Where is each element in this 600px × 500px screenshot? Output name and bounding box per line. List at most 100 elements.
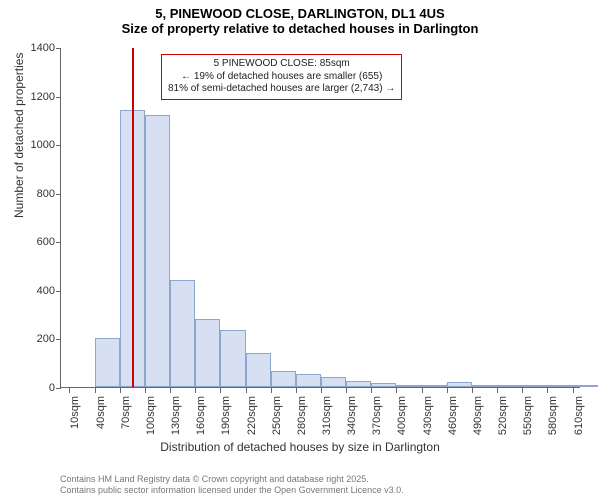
x-tick-label: 340sqm [346, 396, 358, 435]
x-tick-mark [95, 388, 96, 393]
x-tick-label: 190sqm [220, 396, 232, 435]
x-tick-label: 460sqm [447, 396, 459, 435]
x-tick-label: 610sqm [573, 396, 585, 435]
info-box-line: ← 19% of detached houses are smaller (65… [168, 71, 395, 84]
x-tick: 130sqm [170, 388, 171, 393]
footer: Contains HM Land Registry data © Crown c… [60, 474, 404, 496]
x-tick: 430sqm [422, 388, 423, 393]
x-tick-mark [170, 388, 171, 393]
reference-marker-line [132, 48, 134, 387]
histogram-bar [371, 383, 396, 387]
x-tick-mark [145, 388, 146, 393]
x-tick-label: 40sqm [95, 396, 107, 429]
info-box-line: 81% of semi-detached houses are larger (… [168, 83, 395, 96]
x-tick-label: 370sqm [371, 396, 383, 435]
x-tick: 310sqm [321, 388, 322, 393]
x-tick-mark [120, 388, 121, 393]
x-tick-mark [522, 388, 523, 393]
footer-line-1: Contains HM Land Registry data © Crown c… [60, 474, 404, 485]
x-tick-mark [271, 388, 272, 393]
x-tick: 370sqm [371, 388, 372, 393]
histogram-bar [95, 338, 120, 387]
x-tick: 460sqm [447, 388, 448, 393]
y-axis-label: Number of detached properties [12, 53, 26, 218]
title-line-2: Size of property relative to detached ho… [0, 21, 600, 40]
histogram-bar [547, 385, 572, 387]
x-tick-label: 10sqm [69, 396, 81, 429]
x-tick-label: 280sqm [296, 396, 308, 435]
x-tick-label: 70sqm [120, 396, 132, 429]
x-tick: 250sqm [271, 388, 272, 393]
x-tick-mark [246, 388, 247, 393]
histogram-bar [170, 280, 195, 387]
x-tick: 100sqm [145, 388, 146, 393]
x-tick: 400sqm [396, 388, 397, 393]
x-tick: 160sqm [195, 388, 196, 393]
histogram-bar [522, 385, 547, 387]
x-tick: 610sqm [573, 388, 574, 393]
histogram-bar [396, 385, 421, 387]
x-tick: 190sqm [220, 388, 221, 393]
x-axis-label: Distribution of detached houses by size … [0, 440, 600, 454]
x-tick-label: 580sqm [547, 396, 559, 435]
x-tick-mark [371, 388, 372, 393]
x-tick: 340sqm [346, 388, 347, 393]
x-tick-label: 130sqm [170, 396, 182, 435]
x-tick-label: 490sqm [472, 396, 484, 435]
histogram-bar [220, 330, 245, 387]
histogram-bar [296, 374, 321, 387]
histogram-bar [271, 371, 296, 387]
y-tick-mark [56, 97, 61, 98]
chart-container: 5, PINEWOOD CLOSE, DARLINGTON, DL1 4US S… [0, 0, 600, 500]
plot: 020040060080010001200140010sqm40sqm70sqm… [60, 48, 580, 388]
x-tick: 550sqm [522, 388, 523, 393]
info-box-line: 5 PINEWOOD CLOSE: 85sqm [168, 58, 395, 71]
x-tick-label: 160sqm [195, 396, 207, 435]
x-tick: 40sqm [95, 388, 96, 393]
plot-area: 020040060080010001200140010sqm40sqm70sqm… [60, 48, 580, 388]
x-tick: 220sqm [246, 388, 247, 393]
y-tick-mark [56, 242, 61, 243]
x-tick-mark [547, 388, 548, 393]
x-tick-mark [69, 388, 70, 393]
histogram-bar [472, 385, 497, 387]
x-tick-mark [296, 388, 297, 393]
x-tick-mark [472, 388, 473, 393]
y-tick-mark [56, 291, 61, 292]
x-tick-mark [573, 388, 574, 393]
x-tick-mark [321, 388, 322, 393]
x-tick-mark [447, 388, 448, 393]
histogram-bar [346, 381, 371, 387]
x-tick: 580sqm [547, 388, 548, 393]
histogram-bar [246, 353, 271, 387]
footer-line-2: Contains public sector information licen… [60, 485, 404, 496]
x-tick-label: 100sqm [145, 396, 157, 435]
x-tick-label: 220sqm [246, 396, 258, 435]
title-line-1: 5, PINEWOOD CLOSE, DARLINGTON, DL1 4US [0, 0, 600, 21]
x-tick: 490sqm [472, 388, 473, 393]
x-tick-mark [396, 388, 397, 393]
x-tick: 520sqm [497, 388, 498, 393]
y-tick-mark [56, 194, 61, 195]
y-tick-mark [56, 388, 61, 389]
info-box: 5 PINEWOOD CLOSE: 85sqm← 19% of detached… [161, 54, 402, 100]
histogram-bar [573, 385, 598, 387]
y-tick-mark [56, 48, 61, 49]
histogram-bar [422, 385, 447, 387]
x-tick-label: 520sqm [497, 396, 509, 435]
histogram-bar [447, 382, 472, 387]
x-tick: 280sqm [296, 388, 297, 393]
x-tick-label: 400sqm [396, 396, 408, 435]
x-tick-mark [422, 388, 423, 393]
x-tick-label: 310sqm [321, 396, 333, 435]
x-tick: 70sqm [120, 388, 121, 393]
x-tick-label: 430sqm [422, 396, 434, 435]
x-tick-mark [220, 388, 221, 393]
x-tick-label: 250sqm [271, 396, 283, 435]
x-tick-mark [195, 388, 196, 393]
x-tick: 10sqm [69, 388, 70, 393]
y-tick-mark [56, 339, 61, 340]
histogram-bar [321, 377, 346, 387]
histogram-bar [145, 115, 170, 387]
histogram-bar [497, 385, 522, 387]
